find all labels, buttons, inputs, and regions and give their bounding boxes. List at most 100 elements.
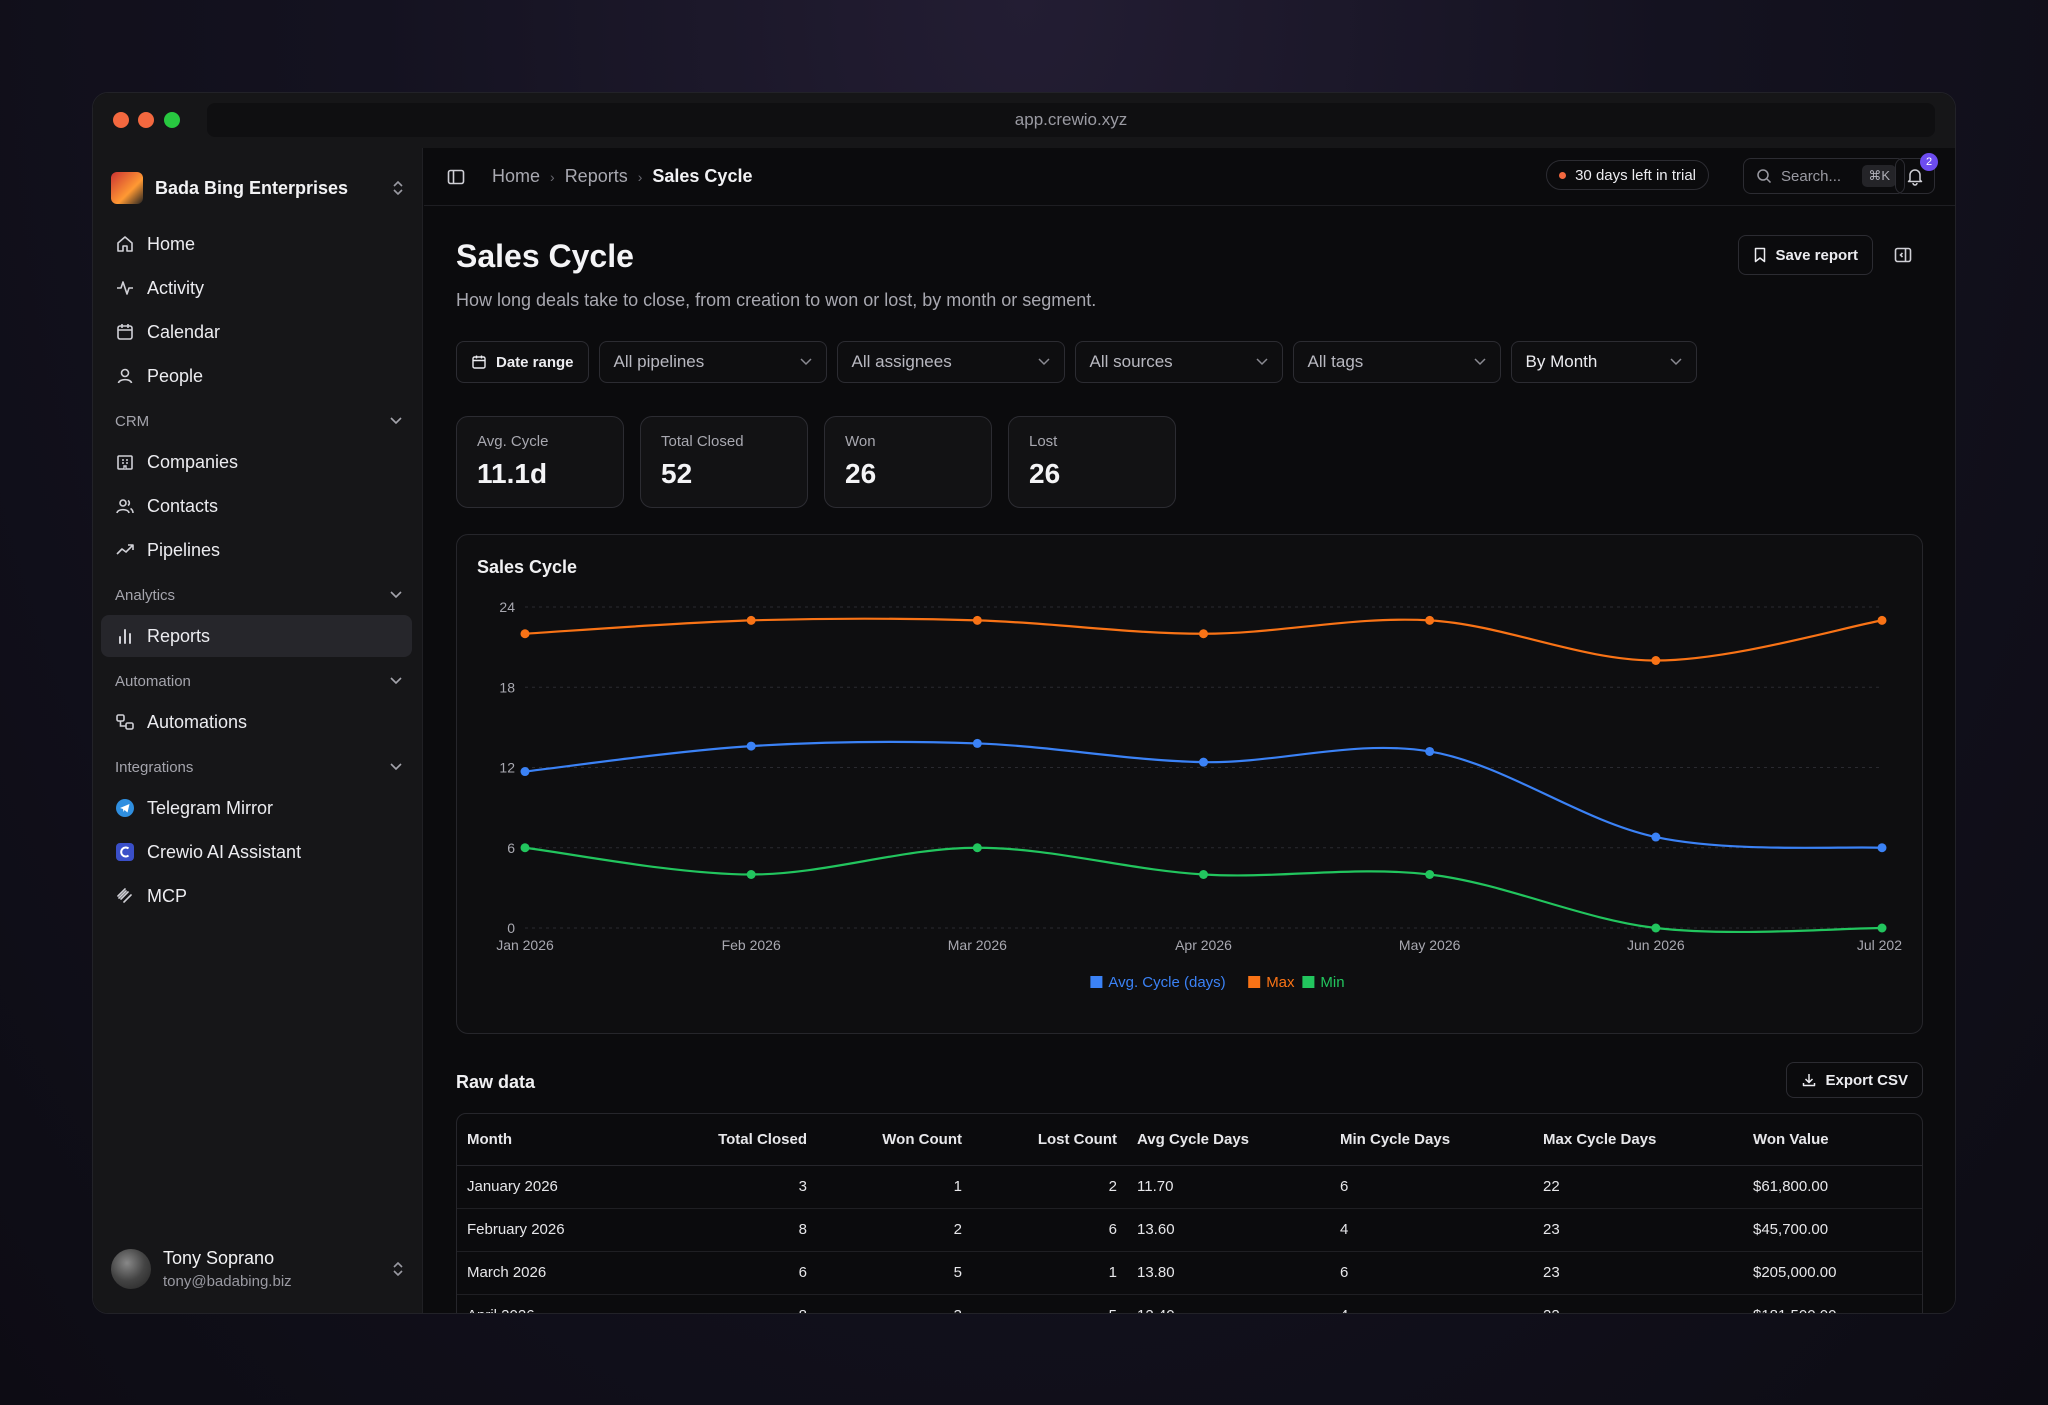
column-header[interactable]: Won Count bbox=[817, 1114, 972, 1166]
toggle-panel-button[interactable] bbox=[1883, 235, 1923, 275]
y-tick-label: 0 bbox=[507, 920, 515, 936]
table-cell: $205,000.00 bbox=[1743, 1251, 1922, 1295]
table-cell: 5 bbox=[817, 1251, 972, 1295]
user-menu[interactable]: Tony Soprano tony@badabing.biz bbox=[111, 1239, 404, 1299]
x-tick-label: Jul 202 bbox=[1857, 937, 1902, 953]
series-line-min bbox=[524, 846, 1883, 934]
save-report-button[interactable]: Save report bbox=[1738, 235, 1873, 275]
column-header[interactable]: Lost Count bbox=[972, 1114, 1127, 1166]
nav-section-automation[interactable]: Automation bbox=[101, 661, 412, 701]
breadcrumb-reports[interactable]: Reports bbox=[564, 166, 628, 186]
table-cell: 12.40 bbox=[1127, 1294, 1330, 1313]
sidebar-item-contacts[interactable]: Contacts bbox=[101, 485, 412, 527]
table-header-row: Month Total Closed Won Count Lost Count … bbox=[457, 1114, 1922, 1166]
export-csv-button[interactable]: Export CSV bbox=[1786, 1062, 1923, 1098]
export-csv-label: Export CSV bbox=[1825, 1071, 1908, 1089]
column-header[interactable]: Won Value bbox=[1743, 1114, 1922, 1166]
sidebar-item-pipelines[interactable]: Pipelines bbox=[101, 529, 412, 571]
sidebar-item-label: People bbox=[147, 365, 204, 386]
minimize-window-button[interactable] bbox=[138, 112, 154, 128]
chart-title: Sales Cycle bbox=[477, 557, 578, 577]
search-placeholder: Search... bbox=[1781, 167, 1842, 185]
table-cell: 1 bbox=[972, 1251, 1127, 1295]
x-tick-label: Jun 2026 bbox=[1627, 937, 1685, 953]
org-logo bbox=[111, 172, 143, 204]
telegram-icon bbox=[115, 798, 135, 818]
filter-bar: Date range All pipelines All assignees A… bbox=[456, 341, 1697, 383]
table-cell: March 2026 bbox=[457, 1251, 687, 1295]
sidebar-item-automations[interactable]: Automations bbox=[101, 701, 412, 743]
column-header[interactable]: Month bbox=[457, 1114, 687, 1166]
page-subtitle: How long deals take to close, from creat… bbox=[456, 290, 1097, 310]
sidebar-item-calendar[interactable]: Calendar bbox=[101, 311, 412, 353]
search-input[interactable]: Search... ⌘K bbox=[1743, 158, 1905, 194]
x-tick-label: Mar 2026 bbox=[948, 937, 1007, 953]
trial-badge[interactable]: 30 days left in trial bbox=[1546, 160, 1709, 190]
assignees-select[interactable]: All assignees bbox=[836, 341, 1065, 383]
nav-section-crm[interactable]: CRM bbox=[101, 401, 412, 441]
activity-icon bbox=[115, 278, 135, 298]
nav-section-integrations[interactable]: Integrations bbox=[101, 747, 412, 787]
mcp-icon bbox=[115, 886, 135, 906]
data-point-max bbox=[1877, 615, 1887, 625]
chevron-down-icon bbox=[800, 358, 812, 366]
sidebar-item-crewio-ai-assistant[interactable]: Crewio AI Assistant bbox=[101, 831, 412, 873]
chevron-down-icon bbox=[1670, 358, 1682, 366]
table-cell: 22 bbox=[1533, 1294, 1743, 1313]
table-cell: 8 bbox=[687, 1294, 817, 1313]
sidebar-item-label: Pipelines bbox=[147, 539, 221, 560]
sidebar-toggle-icon[interactable] bbox=[446, 167, 466, 187]
user-email: tony@badabing.biz bbox=[163, 1273, 292, 1290]
data-point-avg-cycle-days bbox=[520, 767, 530, 777]
pipelines-select[interactable]: All pipelines bbox=[598, 341, 827, 383]
data-point-min bbox=[1877, 923, 1887, 933]
chevron-down-icon bbox=[390, 763, 402, 771]
legend-label: Max bbox=[1266, 974, 1295, 991]
assignees-select-value: All assignees bbox=[851, 352, 952, 371]
maximize-window-button[interactable] bbox=[164, 112, 180, 128]
sources-select[interactable]: All sources bbox=[1074, 341, 1283, 383]
home-icon bbox=[115, 234, 135, 254]
column-header[interactable]: Max Cycle Days bbox=[1533, 1114, 1743, 1166]
data-point-avg-cycle-days bbox=[1199, 757, 1208, 767]
calendar-icon bbox=[115, 322, 135, 342]
notifications-button[interactable]: 2 bbox=[1895, 153, 1938, 194]
y-tick-label: 24 bbox=[499, 599, 515, 615]
column-header[interactable]: Avg Cycle Days bbox=[1127, 1114, 1330, 1166]
browser-window: app.crewio.xyz Bada Bing Enterprises Hom… bbox=[92, 92, 1956, 1314]
main-area: Home › Reports › Sales Cycle 30 days lef… bbox=[424, 148, 1955, 1313]
sidebar-item-reports[interactable]: Reports bbox=[101, 615, 412, 657]
nav-section-analytics[interactable]: Analytics bbox=[101, 575, 412, 615]
stat-card-total-closed: Total Closed 52 bbox=[640, 416, 808, 508]
sidebar-item-people[interactable]: People bbox=[101, 355, 412, 397]
raw-data-title: Raw data bbox=[456, 1072, 536, 1092]
trend-icon bbox=[115, 540, 135, 560]
sidebar-item-telegram-mirror[interactable]: Telegram Mirror bbox=[101, 787, 412, 829]
table-cell: 6 bbox=[1330, 1251, 1533, 1295]
table-cell: 2 bbox=[972, 1165, 1127, 1209]
close-window-button[interactable] bbox=[113, 112, 129, 128]
chevron-down-icon bbox=[1474, 358, 1486, 366]
column-header[interactable]: Min Cycle Days bbox=[1330, 1114, 1533, 1166]
group-by-select[interactable]: By Month bbox=[1510, 341, 1697, 383]
breadcrumb-home[interactable]: Home bbox=[492, 166, 541, 186]
table-cell: 13.80 bbox=[1127, 1251, 1330, 1295]
sources-select-value: All sources bbox=[1089, 352, 1173, 371]
date-range-button[interactable]: Date range bbox=[456, 341, 589, 383]
sidebar-item-activity[interactable]: Activity bbox=[101, 267, 412, 309]
sidebar-item-label: MCP bbox=[147, 885, 187, 906]
sidebar-item-label: Telegram Mirror bbox=[147, 797, 274, 818]
column-header[interactable]: Total Closed bbox=[687, 1114, 817, 1166]
calendar-icon bbox=[471, 354, 487, 370]
data-point-min bbox=[520, 843, 530, 853]
sidebar-item-label: Reports bbox=[147, 625, 211, 646]
sidebar-item-companies[interactable]: Companies bbox=[101, 441, 412, 483]
org-switcher[interactable]: Bada Bing Enterprises bbox=[111, 168, 404, 208]
data-point-max bbox=[972, 615, 982, 625]
sidebar-item-label: Activity bbox=[147, 277, 205, 298]
table-cell: 2 bbox=[817, 1208, 972, 1252]
tags-select[interactable]: All tags bbox=[1292, 341, 1501, 383]
url-bar[interactable]: app.crewio.xyz bbox=[207, 103, 1935, 137]
sidebar-item-mcp[interactable]: MCP bbox=[101, 875, 412, 917]
sidebar-item-home[interactable]: Home bbox=[101, 223, 412, 265]
